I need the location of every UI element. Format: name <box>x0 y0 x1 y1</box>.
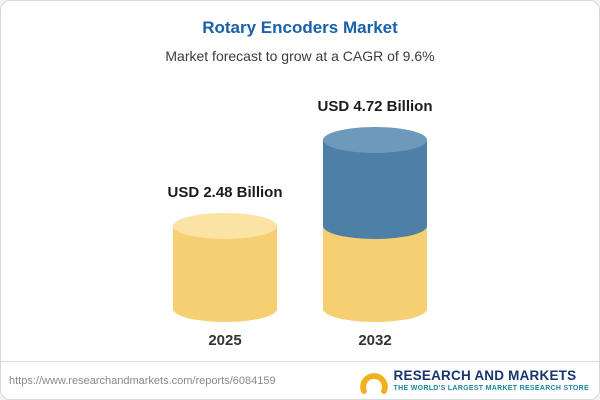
report-url[interactable]: https://www.researchandmarkets.com/repor… <box>9 374 276 387</box>
chart-plot: USD 2.48 Billion 2025 USD 4.72 Billion 2… <box>1 64 599 361</box>
bar-2032 <box>323 127 427 322</box>
chart-subtitle: Market forecast to grow at a CAGR of 9.6… <box>165 48 435 64</box>
logo-text-block: RESEARCH AND MARKETS THE WORLD'S LARGEST… <box>393 367 589 393</box>
logo-tagline: THE WORLD'S LARGEST MARKET RESEARCH STOR… <box>393 385 589 393</box>
bar-segment-2032-base <box>323 226 427 322</box>
logo-wordmark: RESEARCH AND MARKETS <box>393 367 577 383</box>
bar-value-label-2025: USD 2.48 Billion <box>167 184 283 202</box>
cylinder-segment-junction <box>323 213 427 240</box>
bar-group-2032: USD 4.72 Billion 2032 <box>317 98 432 349</box>
cylinder-top-cap <box>323 127 427 154</box>
bar-group-2025: USD 2.48 Billion 2025 <box>167 184 282 349</box>
cylinder-top-cap <box>173 213 277 240</box>
chart-footer: https://www.researchandmarkets.com/repor… <box>1 361 599 399</box>
bar-value-label-2032: USD 4.72 Billion <box>317 98 433 116</box>
logo-mark-icon <box>359 372 388 394</box>
bar-segment-2032-growth <box>323 140 427 227</box>
x-axis-label-2025: 2025 <box>208 332 242 349</box>
bar-2025 <box>173 213 277 322</box>
chart-header: Rotary Encoders Market Market forecast t… <box>1 1 599 64</box>
bar-segment-2025 <box>173 226 277 322</box>
chart-title: Rotary Encoders Market <box>202 18 398 37</box>
x-axis-label-2032: 2032 <box>358 332 392 349</box>
research-and-markets-logo: RESEARCH AND MARKETS THE WORLD'S LARGEST… <box>359 368 589 394</box>
